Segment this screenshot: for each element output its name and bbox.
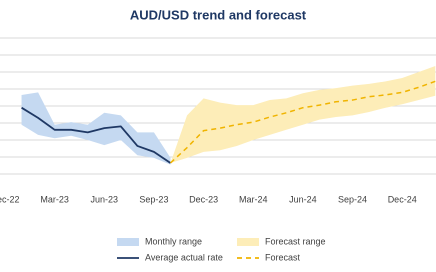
legend-swatch bbox=[117, 238, 139, 246]
x-tick-label: Sep-24 bbox=[338, 194, 367, 204]
x-tick-label: Mar-23 bbox=[40, 194, 69, 204]
legend-label: Monthly range bbox=[145, 236, 202, 246]
legend-label: Forecast range bbox=[265, 236, 326, 246]
x-tick-label: Dec-23 bbox=[189, 194, 218, 204]
x-tick-label: Dec-22 bbox=[0, 194, 20, 204]
x-tick-label: Jun-24 bbox=[289, 194, 317, 204]
x-tick-label: Jun-23 bbox=[91, 194, 119, 204]
legend-swatch bbox=[237, 238, 259, 246]
legend-label: Forecast bbox=[265, 252, 301, 262]
legend-label: Average actual rate bbox=[145, 252, 223, 262]
x-tick-label: Mar-24 bbox=[239, 194, 268, 204]
range-band bbox=[21, 92, 171, 165]
chart-title: AUD/USD trend and forecast bbox=[130, 7, 307, 22]
range-band bbox=[170, 66, 436, 163]
series-line bbox=[169, 80, 436, 164]
series-line bbox=[21, 106, 171, 164]
x-tick-label: Sep-23 bbox=[139, 194, 168, 204]
x-tick-label: Dec-24 bbox=[388, 194, 417, 204]
